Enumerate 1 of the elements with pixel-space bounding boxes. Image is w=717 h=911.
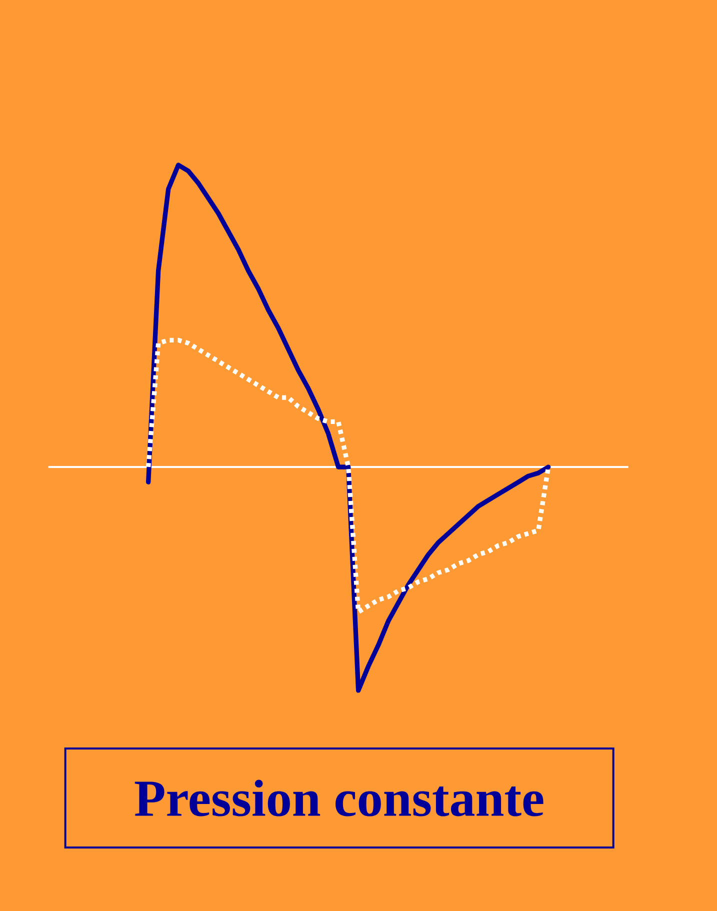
text: Pression constante <box>134 780 544 816</box>
